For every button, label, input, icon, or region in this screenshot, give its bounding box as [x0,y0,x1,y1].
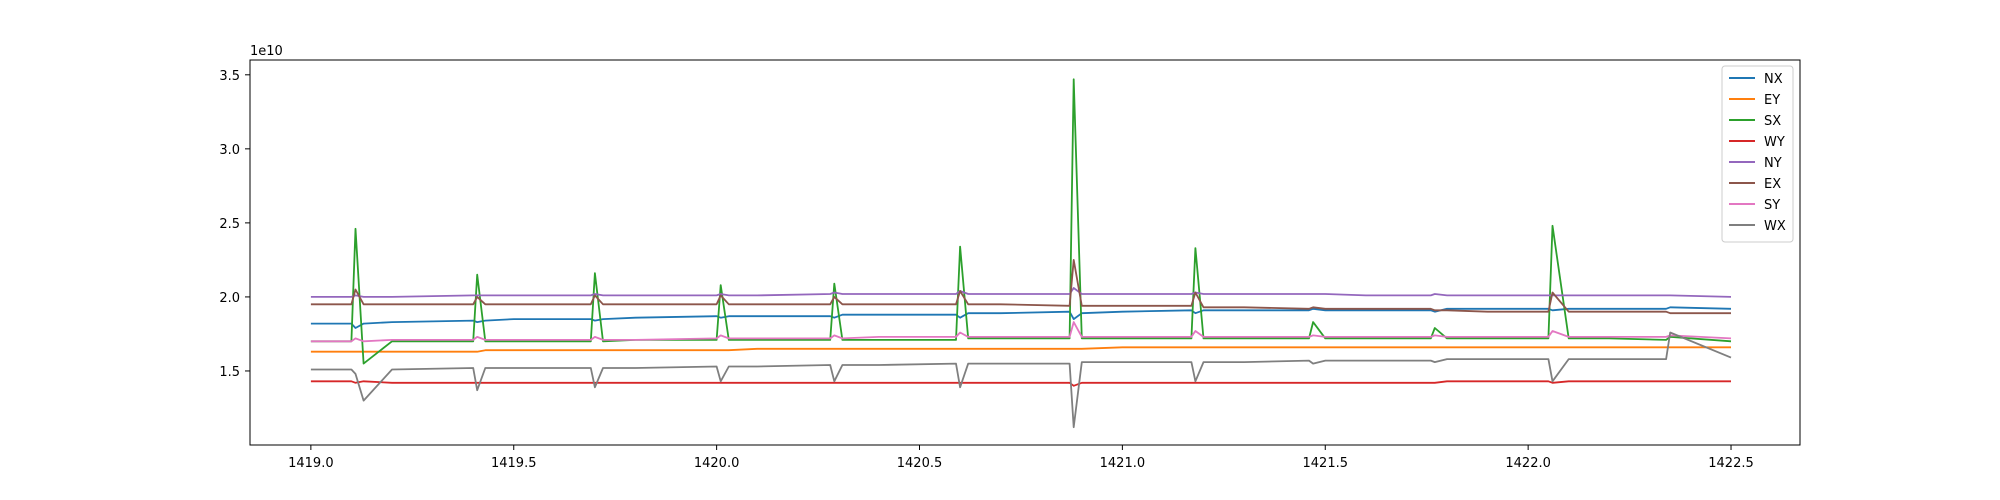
series-line-sy [310,321,1732,343]
series-line-wy [310,380,1731,387]
axes-frame [249,59,1801,446]
series-line-wx [310,331,1732,429]
legend-label-wx: WX [1764,219,1786,234]
y-tick-label: 1.5 [219,365,240,380]
x-tick-label: 1420.5 [897,456,943,471]
x-tick-label: 1421.0 [1100,456,1146,471]
y-tick-label: 2.0 [219,291,240,306]
legend-label-sx: SX [1764,114,1781,129]
legend-box [1721,65,1794,243]
series-line-sx [310,78,1732,365]
legend-label-ex: EX [1764,177,1781,192]
x-tick-label: 1419.0 [288,456,334,471]
legend: NX EY SX WY NY EX SY WX [1721,65,1794,243]
legend-label-nx: NX [1764,72,1783,87]
series-line-nx [310,306,1732,329]
y-axis-ticks: 1.5 2.0 2.5 3.0 3.5 [219,69,250,380]
x-tick-label: 1419.5 [491,456,537,471]
legend-label-ey: EY [1764,93,1780,108]
series-line-ny [310,287,1732,298]
x-tick-label: 1422.5 [1708,456,1754,471]
y-tick-label: 3.0 [219,143,240,158]
series-line-ey [310,346,1731,353]
y-tick-label: 2.5 [219,217,240,232]
series-line-ex [310,258,1731,315]
legend-label-ny: NY [1764,156,1782,171]
legend-label-wy: WY [1764,135,1785,150]
x-tick-label: 1420.0 [694,456,740,471]
series-layer [310,78,1732,429]
x-tick-label: 1422.0 [1505,456,1551,471]
x-tick-label: 1421.5 [1303,456,1349,471]
legend-label-sy: SY [1764,198,1780,213]
x-axis-ticks: 1419.0 1419.5 1420.0 1420.5 1421.0 1421.5 1422… [288,445,1754,471]
y-axis-offset-text: 1e10 [250,44,283,59]
y-tick-label: 3.5 [219,69,240,84]
